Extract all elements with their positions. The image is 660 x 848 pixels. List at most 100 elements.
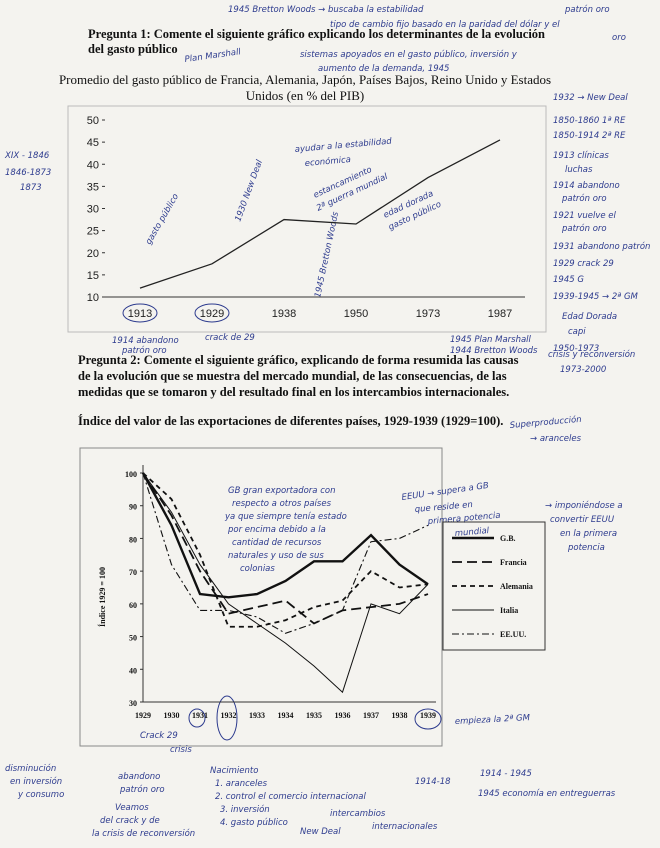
x-tick-label: 1913 [128, 308, 152, 320]
handwritten-note: 1931 abandono patrón [553, 241, 650, 252]
data-line [142, 472, 429, 628]
handwritten-note: potencia [567, 543, 605, 553]
legend-label: G.B. [500, 534, 516, 543]
x-tick-label: 1934 [278, 711, 294, 720]
handwritten-note: 1944 Bretton Woods [450, 346, 538, 356]
hand-circle [188, 708, 206, 728]
handwritten-note: convertir EEUU [550, 515, 615, 525]
handwritten-note: Edad Dorada [562, 312, 617, 322]
y-tick-label: 35 [87, 181, 99, 193]
handwritten-note: 1850-1914 2ª RE [553, 131, 626, 141]
y-tick-label: 30 [87, 204, 99, 216]
handwritten-note: 1850-1860 1ª RE [553, 116, 626, 126]
handwritten-note: naturales y uso de sus [228, 551, 324, 561]
legend-label: EE.UU. [500, 630, 526, 639]
handwritten-note: 1846-1873 [5, 168, 51, 178]
handwritten-note: → imponiéndose a [545, 500, 623, 511]
hand-circle [122, 303, 158, 323]
handwritten-note: sistemas apoyados en el gasto público, i… [300, 49, 518, 60]
x-tick-label: 1937 [363, 711, 379, 720]
handwritten-note: por encima debido a la [227, 525, 326, 535]
handwritten-note: → aranceles [530, 434, 582, 444]
hand-circle [194, 303, 230, 323]
y-tick-label: 45 [87, 137, 99, 149]
data-line [142, 472, 429, 694]
handwritten-note: patrón oro [564, 4, 610, 15]
x-tick-label: 1931 [192, 711, 208, 720]
y-axis-label: Índice 1929 = 100 [97, 567, 107, 627]
handwritten-note: del crack y de [100, 816, 160, 826]
handwritten-note: 1939-1945 → 2ª GM [553, 292, 639, 302]
handwritten-note: patrón oro [561, 223, 607, 234]
handwritten-note: patrón oro [561, 193, 607, 204]
handwritten-note: intercambios [330, 809, 386, 819]
data-line [142, 472, 429, 634]
chart-frame [79, 447, 443, 747]
handwritten-note: 1945 Plan Marshall [450, 335, 532, 345]
legend-label: Italia [500, 606, 518, 615]
y-tick-label: 15 [87, 270, 99, 282]
y-tick-label: 90 [129, 503, 137, 512]
x-tick-label: 1938 [272, 308, 296, 320]
handwritten-note: 1873 [20, 183, 42, 193]
chart-title: Promedio del gasto público de Francia, A… [59, 72, 551, 87]
handwritten-note: 1945 Bretton Woods → buscaba la estabili… [228, 5, 424, 15]
y-tick-label: 40 [87, 159, 99, 171]
handwritten-note: económica [304, 154, 351, 169]
handwritten-note: Veamos [115, 803, 149, 813]
x-tick-label: 1930 [164, 711, 180, 720]
y-tick-label: 30 [129, 699, 137, 708]
handwritten-note: oro [612, 33, 626, 43]
handwritten-note: cantidad de recursos [232, 538, 322, 548]
handwritten-note: colonias [240, 564, 275, 574]
y-tick-label: 70 [129, 568, 137, 577]
handwritten-note: 1945 economía en entreguerras [478, 789, 616, 799]
handwritten-note: New Deal [300, 827, 341, 837]
handwritten-note: 1914 abandono [553, 181, 620, 191]
handwritten-note: 1. aranceles [215, 779, 268, 789]
y-tick-label: 50 [129, 634, 137, 643]
question-text: medidas que se tomaron y del resultado f… [78, 385, 509, 399]
x-tick-label: 1932 [221, 711, 237, 720]
handwritten-note: 4. gasto público [220, 818, 288, 828]
handwritten-note: la crisis de reconversión [92, 828, 195, 839]
handwritten-note: luchas [565, 165, 593, 175]
x-tick-label: 1929 [200, 308, 224, 320]
handwritten-note: 1945 G [553, 275, 584, 285]
hand-circle [414, 708, 442, 730]
y-tick-label: 40 [129, 666, 137, 675]
question-text: de la evolución que se muestra del merca… [78, 369, 507, 383]
handwritten-note: Nacimiento [210, 766, 258, 776]
y-tick-label: 25 [87, 226, 99, 238]
handwritten-note: 1913 clínicas [553, 151, 609, 161]
question-text: Pregunta 1: Comente el siguiente gráfico… [88, 27, 545, 41]
handwritten-note: disminución [5, 763, 56, 774]
handwritten-note: en inversión [10, 776, 62, 787]
y-tick-label: 100 [125, 470, 137, 479]
handwritten-note: 1973-2000 [560, 365, 606, 375]
y-tick-label: 60 [129, 601, 137, 610]
handwritten-note: ya que siempre tenía estado [224, 512, 347, 522]
x-tick-label: 1935 [306, 711, 322, 720]
x-tick-label: 1933 [249, 711, 265, 720]
chart-title: Índice del valor de las exportaciones de… [78, 414, 503, 428]
hand-circle [216, 695, 238, 741]
handwritten-note: en la primera [560, 529, 617, 539]
x-tick-label: 1950 [344, 308, 368, 320]
handwritten-note: internacionales [372, 822, 438, 832]
handwritten-note: mundial [454, 526, 490, 539]
y-tick-label: 20 [87, 248, 99, 260]
handwritten-note: 1914 abandono [112, 336, 179, 346]
x-tick-label: 1938 [392, 711, 408, 720]
handwritten-note: respecto a otros países [232, 499, 332, 509]
handwritten-note: 2. control el comercio internacional [215, 792, 367, 802]
handwritten-note: crisis y reconversión [548, 349, 635, 360]
chart-title: Unidos (en % del PIB) [246, 88, 364, 103]
handwritten-note: Crack 29 [140, 731, 178, 741]
data-line [142, 472, 429, 625]
handwritten-note: y consumo [17, 790, 64, 800]
handwritten-note: empieza la 2ª GM [455, 713, 531, 727]
handwritten-note: aumento de la demanda, 1945 [318, 64, 449, 74]
handwritten-note: 1914-18 [415, 777, 451, 787]
